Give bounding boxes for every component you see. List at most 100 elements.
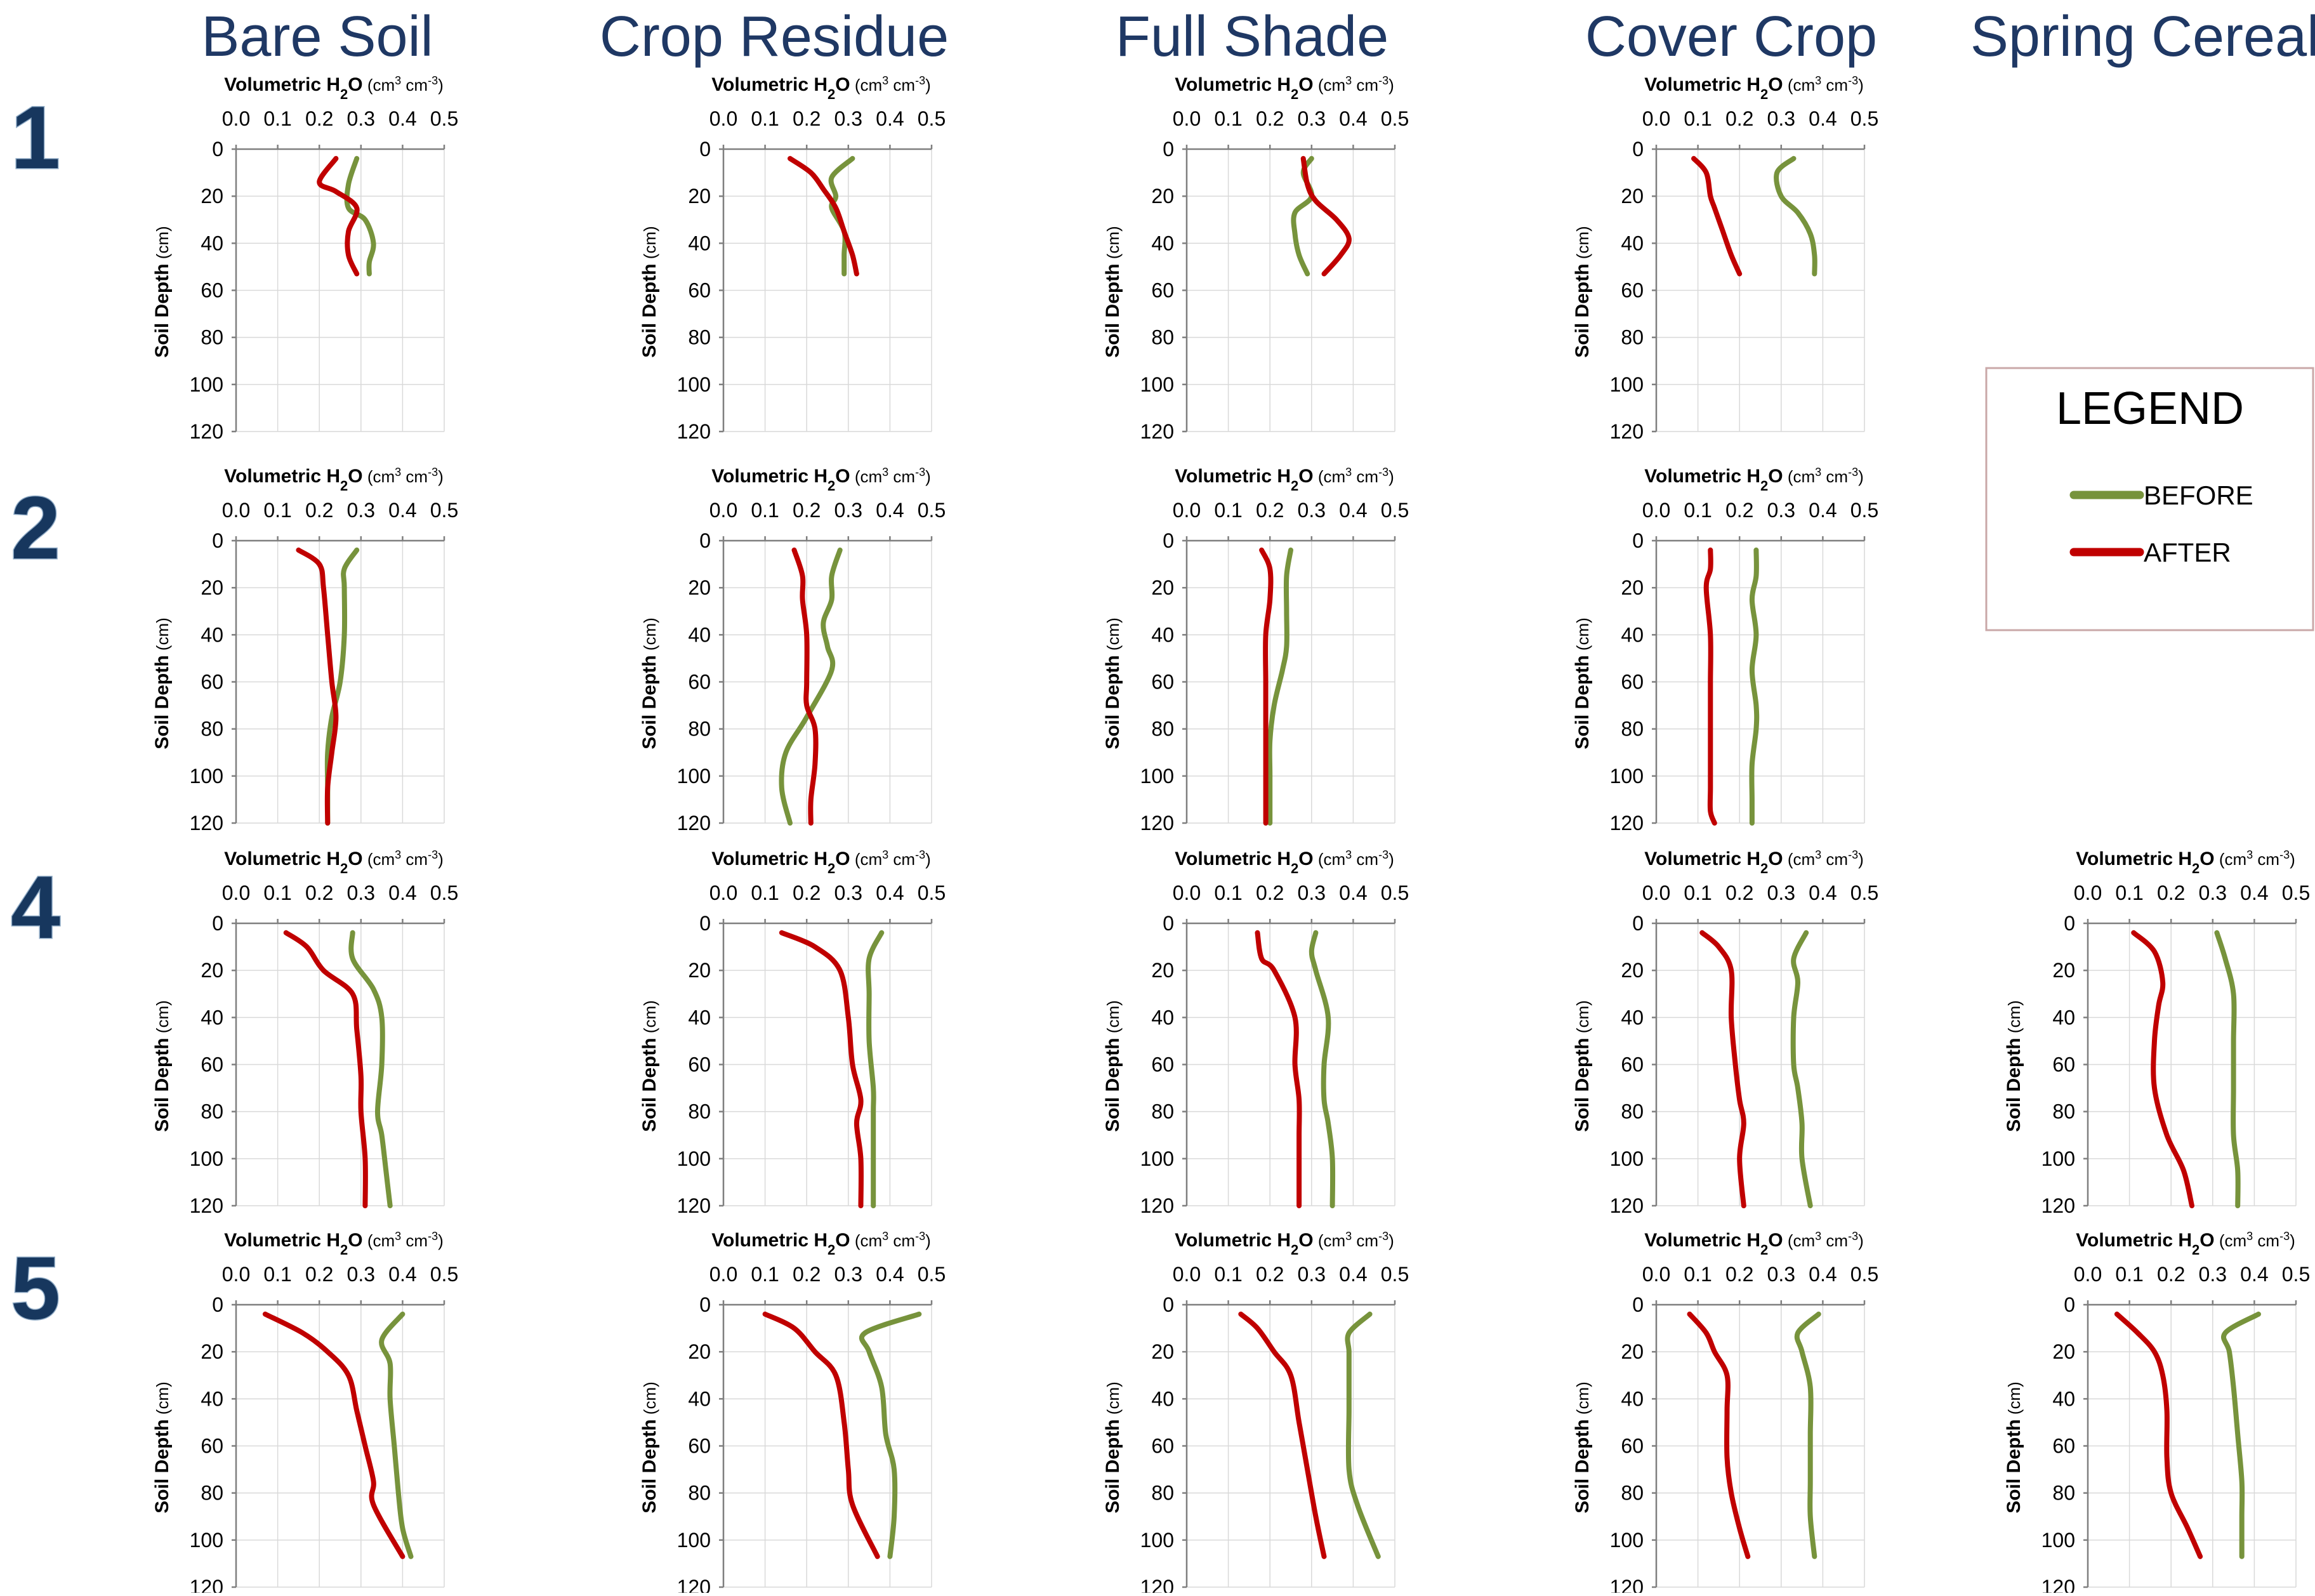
panel-row1-full-shade-x-tick-label-2: 0.2 <box>1256 107 1284 130</box>
legend-label-before: BEFORE <box>2144 480 2253 510</box>
panel-row2-crop-residue-x-tick-label-2: 0.2 <box>793 499 821 522</box>
panel-row4-bare-soil-y-tick-label-6: 120 <box>190 1194 223 1217</box>
panel-row2-bare-soil-x-tick-label-5: 0.5 <box>430 499 458 522</box>
panel-row4-crop-residue-y-tick-label-4: 80 <box>688 1100 711 1123</box>
panel-row4-bare-soil-series-after <box>283 930 368 1208</box>
panel-row5-crop-residue-series-before <box>859 1311 922 1559</box>
panel-row4-spring-cereal-x-tick-label-3: 0.3 <box>2199 881 2227 904</box>
panel-row2-crop-residue-x-axis-title: Volumetric H2O (cm3 cm-3) <box>711 466 931 494</box>
panel-row4-full-shade-x-tick-label-5: 0.5 <box>1381 881 1409 904</box>
panel-row5-cover-crop-y-tick-label-4: 80 <box>1621 1482 1644 1505</box>
panel-row5-full-shade-y-axis-title: Soil Depth (cm) <box>1102 1382 1123 1514</box>
panel-row4-bare-soil-y-tick-label-2: 40 <box>201 1006 223 1029</box>
panel-row2-full-shade-series-after <box>1259 547 1274 826</box>
panel-row1-full-shade-x-tick-label-0: 0.0 <box>1173 107 1201 130</box>
panel-row1-bare-soil: 0.0 0.1 0.2 0.3 0.4 0.5 0 20 40 60 80 100 120 Volumet… <box>152 74 458 443</box>
panel-row5-crop-residue-x-tick-label-4: 0.4 <box>876 1263 904 1286</box>
panel-row4-cover-crop-y-axis-title: Soil Depth (cm) <box>1572 1000 1593 1132</box>
panel-row1-full-shade-y-tick-label-3: 60 <box>1151 279 1174 302</box>
panel-row1-bare-soil-series-after <box>317 155 360 277</box>
panel-row1-cover-crop-y-tick-label-4: 80 <box>1621 326 1644 349</box>
panel-row1-cover-crop-y-tick-label-1: 20 <box>1621 185 1644 208</box>
panel-row2-bare-soil-y-tick-label-5: 100 <box>190 765 223 788</box>
panel-row4-cover-crop-y-tick-label-6: 120 <box>1610 1194 1644 1217</box>
panel-row1-full-shade-y-tick-label-1: 20 <box>1151 185 1174 208</box>
panel-row2-bare-soil-y-axis-title: Soil Depth (cm) <box>152 617 173 749</box>
panel-row5-bare-soil-y-tick-label-3: 60 <box>201 1435 223 1458</box>
panel-row5-crop-residue-x-axis-title: Volumetric H2O (cm3 cm-3) <box>711 1230 931 1258</box>
panel-row5-spring-cereal-y-tick-label-3: 60 <box>2052 1435 2075 1458</box>
panel-row5-crop-residue-y-tick-label-6: 120 <box>677 1576 711 1593</box>
panel-row2-bare-soil-y-tick-label-1: 20 <box>201 576 223 599</box>
panel-row2-full-shade: 0.0 0.1 0.2 0.3 0.4 0.5 0 20 40 60 80 100 120 Volumet… <box>1102 466 1409 834</box>
panel-row5-cover-crop-x-tick-label-1: 0.1 <box>1684 1263 1712 1286</box>
panel-row5-cover-crop-y-tick-label-3: 60 <box>1621 1435 1644 1458</box>
panel-row5-cover-crop-y-tick-label-0: 0 <box>1632 1293 1644 1316</box>
panel-row2-crop-residue-series-before <box>779 547 843 826</box>
panel-row1-crop-residue-y-tick-label-2: 40 <box>688 232 711 254</box>
panel-row5-full-shade-x-tick-label-5: 0.5 <box>1381 1263 1409 1286</box>
panel-row5-crop-residue-x-tick-label-1: 0.1 <box>751 1263 779 1286</box>
panel-row4-crop-residue-series-before <box>866 930 885 1208</box>
panel-row2-bare-soil-y-tick-label-0: 0 <box>212 529 223 552</box>
panel-row4-full-shade-series-after <box>1255 930 1302 1208</box>
panel-row4-full-shade-y-tick-label-3: 60 <box>1151 1053 1174 1076</box>
panel-row1-bare-soil-x-tick-label-5: 0.5 <box>430 107 458 130</box>
row-label-5: 5 <box>11 1238 60 1338</box>
panel-row4-spring-cereal-x-tick-label-0: 0.0 <box>2074 881 2102 904</box>
panel-row4-bare-soil-y-tick-label-3: 60 <box>201 1053 223 1076</box>
panel-row1-crop-residue-x-axis-title: Volumetric H2O (cm3 cm-3) <box>711 74 931 102</box>
panel-row1-bare-soil-y-tick-label-4: 80 <box>201 326 223 349</box>
panel-row4-bare-soil-y-tick-label-1: 20 <box>201 959 223 982</box>
panel-row4-spring-cereal-y-tick-label-0: 0 <box>2064 912 2075 935</box>
panel-row4-full-shade-x-tick-label-4: 0.4 <box>1339 881 1367 904</box>
panel-row1-full-shade-series-after <box>1300 155 1352 277</box>
panel-row2-cover-crop-x-tick-label-4: 0.4 <box>1809 499 1837 522</box>
panel-row4-crop-residue-y-tick-label-5: 100 <box>677 1147 711 1170</box>
panel-row2-cover-crop-y-tick-label-1: 20 <box>1621 576 1644 599</box>
panel-row1-cover-crop-y-tick-label-6: 120 <box>1610 420 1644 443</box>
panel-row2-cover-crop-y-tick-label-2: 40 <box>1621 623 1644 646</box>
panel-row1-full-shade-x-tick-label-3: 0.3 <box>1298 107 1326 130</box>
panel-row5-cover-crop-x-tick-label-3: 0.3 <box>1767 1263 1795 1286</box>
panel-row1-cover-crop-x-tick-label-1: 0.1 <box>1684 107 1712 130</box>
panel-row5-bare-soil-y-tick-label-0: 0 <box>212 1293 223 1316</box>
panel-row2-full-shade-x-tick-label-4: 0.4 <box>1339 499 1367 522</box>
panel-row2-full-shade-x-tick-label-0: 0.0 <box>1173 499 1201 522</box>
panel-row4-full-shade-x-tick-label-0: 0.0 <box>1173 881 1201 904</box>
panel-row2-cover-crop-y-tick-label-4: 80 <box>1621 718 1644 741</box>
panel-row2-crop-residue-x-tick-label-3: 0.3 <box>834 499 862 522</box>
panel-row4-spring-cereal-series-after <box>2131 930 2194 1208</box>
panel-row4-crop-residue-y-tick-label-1: 20 <box>688 959 711 982</box>
panel-row2-cover-crop-x-tick-label-2: 0.2 <box>1725 499 1753 522</box>
panel-row5-crop-residue-x-tick-label-3: 0.3 <box>834 1263 862 1286</box>
panel-row4-crop-residue: 0.0 0.1 0.2 0.3 0.4 0.5 0 20 40 60 80 100 120 Volumet… <box>639 848 946 1217</box>
panel-row2-full-shade-y-tick-label-6: 120 <box>1140 812 1174 834</box>
legend-title: LEGEND <box>2056 383 2244 434</box>
panel-row5-bare-soil-series-after <box>262 1311 406 1559</box>
panel-row5-crop-residue-y-tick-label-4: 80 <box>688 1482 711 1505</box>
panel-row2-full-shade-x-tick-label-1: 0.1 <box>1214 499 1242 522</box>
panel-row5-cover-crop-y-tick-label-5: 100 <box>1610 1529 1644 1552</box>
panel-row1-crop-residue-y-tick-label-1: 20 <box>688 185 711 208</box>
panel-row4-crop-residue-y-tick-label-6: 120 <box>677 1194 711 1217</box>
panel-row1-full-shade-y-axis-title: Soil Depth (cm) <box>1102 226 1123 358</box>
panel-row2-crop-residue-y-tick-label-2: 40 <box>688 623 711 646</box>
panel-row5-full-shade-y-tick-label-3: 60 <box>1151 1435 1174 1458</box>
panel-row4-crop-residue-x-tick-label-2: 0.2 <box>793 881 821 904</box>
panel-row5-full-shade-y-tick-label-5: 100 <box>1140 1529 1174 1552</box>
panel-row1-crop-residue-y-tick-label-3: 60 <box>688 279 711 302</box>
panel-row4-spring-cereal-y-tick-label-6: 120 <box>2041 1194 2075 1217</box>
panel-row1-crop-residue: 0.0 0.1 0.2 0.3 0.4 0.5 0 20 40 60 80 100 120 Volumet… <box>639 74 946 443</box>
panel-row1-cover-crop-x-tick-label-4: 0.4 <box>1809 107 1837 130</box>
panel-row4-spring-cereal-x-tick-label-4: 0.4 <box>2240 881 2268 904</box>
panel-row4-spring-cereal-y-tick-label-4: 80 <box>2052 1100 2075 1123</box>
panel-row1-full-shade-x-axis-title: Volumetric H2O (cm3 cm-3) <box>1175 74 1394 102</box>
panel-row5-full-shade-series-after <box>1238 1311 1327 1559</box>
panel-row5-spring-cereal-y-tick-label-4: 80 <box>2052 1482 2075 1505</box>
panel-row2-crop-residue-x-tick-label-1: 0.1 <box>751 499 779 522</box>
panel-row5-spring-cereal-series-after <box>2114 1311 2203 1559</box>
panel-row1-bare-soil-y-tick-label-0: 0 <box>212 138 223 161</box>
panel-row1-full-shade-series-before <box>1291 155 1314 277</box>
